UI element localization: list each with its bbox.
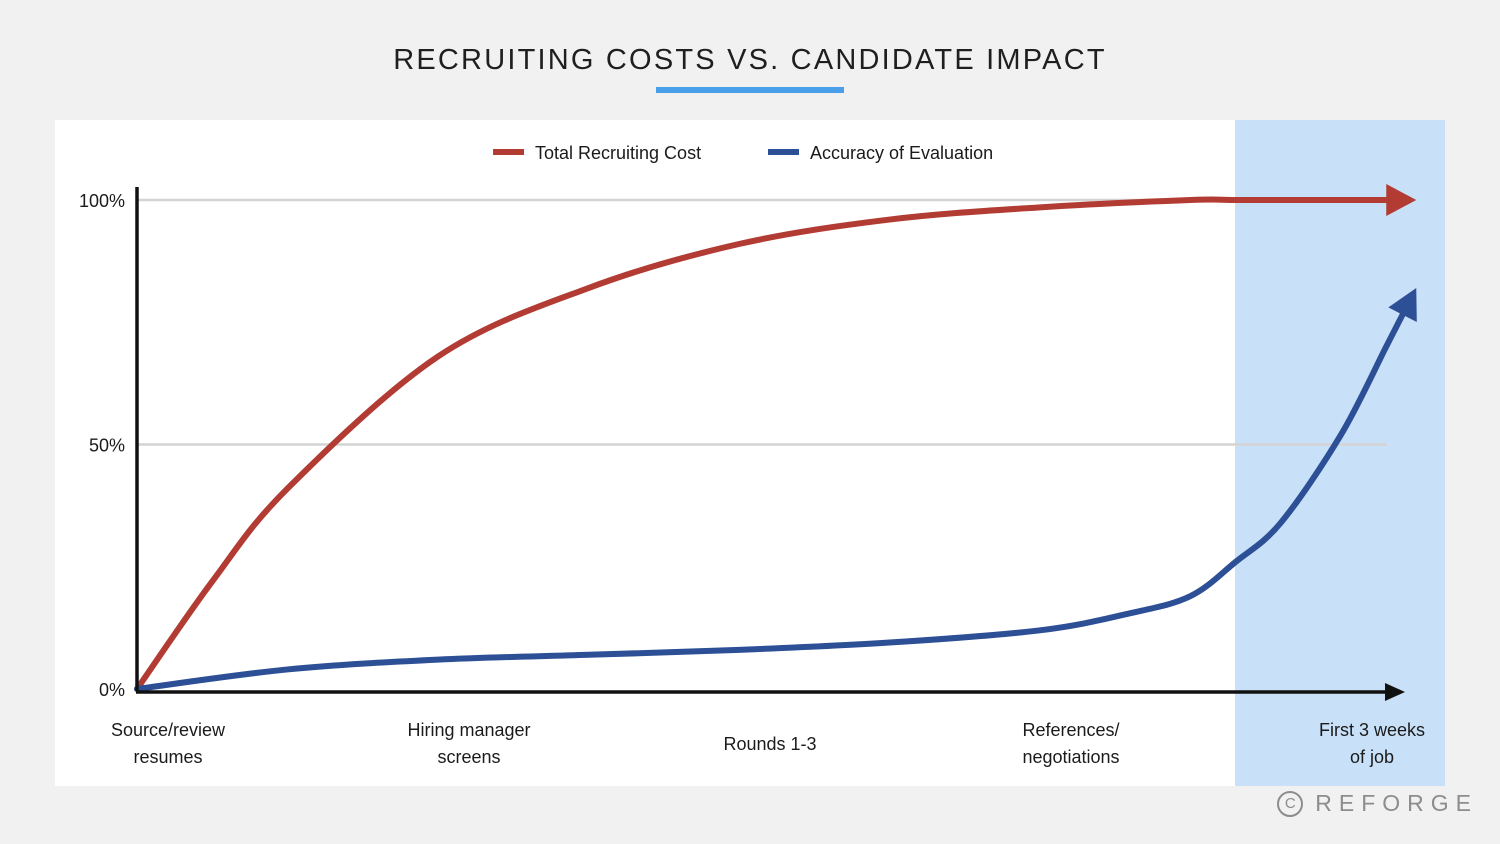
x-tick-label-line: Hiring manager	[407, 720, 530, 740]
y-tick-labels: 100% 50% 0%	[79, 191, 125, 700]
axes	[135, 187, 1405, 701]
x-tick-label-line: resumes	[133, 747, 202, 767]
x-axis-arrowhead	[1385, 683, 1405, 701]
x-tick-label-line: Rounds 1-3	[723, 734, 816, 754]
chart-card: 100% 50% 0% Total Recruiting Cost Accuracy …	[55, 120, 1445, 786]
x-tick-label: Source/review resumes	[111, 720, 226, 767]
legend-label-0: Total Recruiting Cost	[535, 143, 701, 163]
series-arrowhead-0	[1386, 184, 1417, 216]
series-arrowhead-1	[1388, 288, 1417, 323]
x-tick-label: Rounds 1-3	[723, 734, 816, 754]
x-tick-label-line: negotiations	[1022, 747, 1119, 767]
x-tick-label-line: Source/review	[111, 720, 226, 740]
x-tick-label: First 3 weeks of job	[1319, 720, 1425, 767]
x-tick-label-line: First 3 weeks	[1319, 720, 1425, 740]
x-tick-label-line: screens	[437, 747, 500, 767]
copyright-icon: C	[1277, 790, 1304, 817]
x-tick-labels: Source/review resumes Hiring manager screen…	[111, 720, 1425, 767]
y-tick-label: 100%	[79, 191, 125, 211]
reforge-watermark: C REFORGE	[1277, 790, 1478, 817]
legend-label-1: Accuracy of Evaluation	[810, 143, 993, 163]
highlight-band	[1235, 120, 1445, 786]
series-line-1	[134, 309, 1407, 692]
x-tick-label: Hiring manager screens	[407, 720, 530, 767]
y-tick-label: 50%	[89, 436, 125, 456]
x-tick-label: References/negotiations	[1022, 720, 1119, 767]
x-tick-label-line: References/	[1022, 720, 1119, 740]
chart-title: RECRUITING COSTS VS. CANDIDATE IMPACT	[393, 44, 1107, 76]
y-tick-label: 0%	[99, 680, 125, 700]
title-underline	[656, 87, 844, 93]
legend: Total Recruiting Cost Accuracy of Evaluat…	[493, 143, 993, 163]
line-chart: 100% 50% 0% Total Recruiting Cost Accuracy …	[79, 120, 1445, 786]
x-tick-label-line: of job	[1350, 747, 1394, 767]
series-line-0	[134, 196, 1392, 692]
series-lines	[134, 184, 1417, 692]
watermark-text: REFORGE	[1315, 790, 1478, 816]
